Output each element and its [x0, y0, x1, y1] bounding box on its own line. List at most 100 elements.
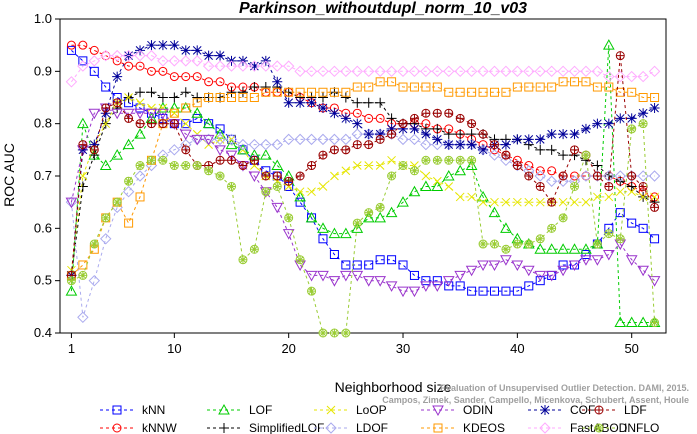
data-point-odin	[591, 255, 604, 266]
data-point-ldf	[650, 202, 660, 212]
data-point-loop	[181, 119, 191, 129]
data-point-kdeos	[650, 93, 660, 102]
data-point-knn	[329, 250, 339, 259]
data-point-knn	[558, 260, 568, 270]
data-point-ldof	[305, 133, 318, 146]
data-point-knn	[444, 281, 454, 291]
data-point-loop	[524, 197, 534, 207]
data-point-knn	[650, 234, 660, 244]
data-point-ldf	[124, 113, 134, 123]
legend-marker-loop	[326, 405, 336, 415]
data-point-simplifiedlof	[249, 82, 260, 93]
data-point-odin	[65, 197, 78, 209]
data-point-knn	[78, 56, 88, 66]
data-point-fastabod	[271, 60, 283, 72]
data-point-ldof	[282, 133, 295, 146]
data-point-odin	[534, 270, 547, 282]
data-point-loop	[330, 171, 339, 181]
data-point-lof	[580, 243, 592, 254]
data-point-ldf	[627, 171, 637, 181]
data-point-knn	[341, 260, 351, 270]
data-point-ldof	[317, 133, 329, 146]
data-point-knn	[375, 255, 385, 265]
data-point-kdeos	[169, 108, 179, 118]
data-point-ldf	[181, 145, 191, 155]
data-point-cof	[546, 129, 557, 140]
data-point-fastabod	[523, 65, 535, 78]
data-point-ldf	[78, 140, 88, 150]
data-point-knn	[398, 260, 408, 270]
legend: kNN kNNW LOF SimplifiedLOF LoOP LDOF ODIN KDEOS…	[100, 403, 659, 434]
data-point-knn	[364, 260, 374, 270]
data-point-odin	[465, 265, 478, 277]
data-point-loop	[535, 197, 545, 207]
data-point-knn	[467, 286, 477, 296]
data-point-inflo	[421, 155, 431, 165]
data-point-knn	[535, 276, 545, 286]
data-point-ldof	[340, 133, 352, 146]
data-point-loop	[341, 166, 351, 176]
data-point-lof	[397, 196, 409, 207]
series-line-cof	[70, 44, 655, 276]
data-point-ldf	[409, 113, 419, 123]
data-point-kdeos	[455, 87, 465, 97]
legend-item-cof: COF	[528, 403, 595, 417]
data-point-ldf	[524, 171, 534, 181]
data-point-cof	[157, 40, 168, 51]
data-point-odin	[271, 202, 284, 214]
data-point-ldof	[248, 138, 261, 151]
data-point-loop	[490, 197, 499, 207]
data-point-loop	[581, 197, 591, 207]
data-point-fastabod	[248, 60, 261, 72]
data-point-knnw	[375, 113, 385, 123]
data-point-kdeos	[467, 87, 477, 97]
data-point-lof	[351, 222, 364, 233]
data-point-simplifiedlof	[317, 92, 328, 103]
data-point-knn	[524, 281, 534, 291]
data-point-odin	[179, 129, 192, 141]
data-point-kdeos	[238, 93, 248, 102]
data-point-cof	[329, 108, 340, 119]
data-point-inflo	[341, 328, 351, 338]
data-point-lof	[431, 180, 444, 191]
data-point-ldf	[89, 145, 99, 155]
data-point-fastabod	[260, 60, 272, 72]
x-tick-label: 50	[624, 341, 638, 356]
data-point-ldf	[375, 134, 385, 144]
data-point-ldf	[592, 171, 602, 181]
data-point-knn	[318, 234, 328, 244]
data-point-lof	[111, 149, 124, 160]
data-point-inflo	[238, 255, 248, 265]
data-point-kdeos	[535, 82, 545, 92]
data-point-knnw	[192, 72, 202, 82]
data-point-lof	[339, 227, 352, 239]
data-point-ldf	[421, 108, 431, 118]
data-point-cof	[580, 123, 591, 134]
data-point-odin	[557, 265, 569, 277]
data-point-inflo	[158, 155, 168, 165]
data-point-inflo	[570, 181, 580, 191]
data-point-fastabod	[77, 60, 89, 72]
data-point-lof	[328, 227, 341, 239]
data-point-ldf	[261, 171, 271, 181]
data-point-knnw	[124, 61, 134, 71]
data-point-knn	[638, 223, 648, 233]
data-point-ldof	[351, 128, 363, 140]
data-point-knnw	[352, 108, 362, 118]
data-point-loop	[375, 161, 385, 170]
data-point-kdeos	[329, 87, 339, 97]
data-point-odin	[339, 270, 352, 282]
data-point-simplifiedlof	[558, 150, 569, 161]
series-line-fastabod	[70, 55, 655, 83]
data-point-lof	[500, 222, 512, 233]
legend-item-knnw: kNNW	[100, 421, 177, 434]
data-point-odin	[511, 260, 524, 271]
data-point-kdeos	[592, 82, 602, 92]
data-point-ldf	[558, 171, 568, 181]
data-point-cof	[89, 139, 100, 150]
data-point-odin	[488, 260, 501, 271]
data-point-loop	[147, 103, 156, 113]
data-point-inflo	[272, 181, 282, 191]
series-line-knn	[71, 50, 655, 292]
data-point-loop	[444, 182, 454, 191]
